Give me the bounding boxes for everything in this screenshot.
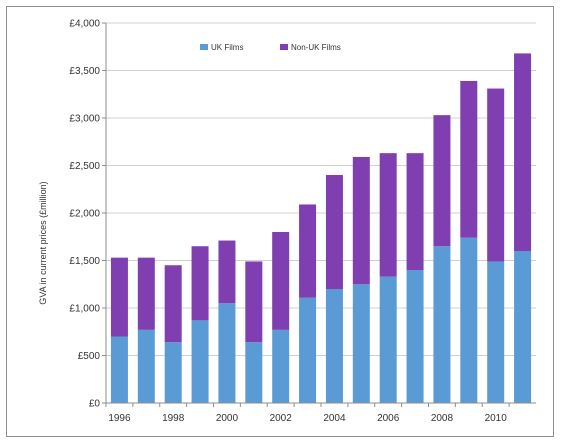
x-tick-label: 2004 <box>323 413 346 424</box>
bar-non-uk-films <box>299 204 317 298</box>
legend: UK Films Non-UK Films <box>200 43 341 52</box>
bar-non-uk-films <box>514 53 532 252</box>
bar-uk-films <box>245 342 263 403</box>
x-tick-label: 2010 <box>485 413 508 424</box>
bar-non-uk-films <box>379 153 397 277</box>
y-tick-label: £1,500 <box>69 256 100 267</box>
bar-non-uk-films <box>406 153 424 270</box>
bar-non-uk-films <box>245 261 263 343</box>
legend-label: UK Films <box>211 43 243 52</box>
x-tick-label: 1998 <box>162 413 185 424</box>
bar-uk-films <box>460 237 478 403</box>
x-tick-label: 2000 <box>216 413 239 424</box>
x-tick-label: 2008 <box>431 413 454 424</box>
x-tick-label: 2002 <box>270 413 293 424</box>
y-tick-label: £2,000 <box>69 209 100 220</box>
x-tick-label: 1996 <box>108 413 131 424</box>
y-tick-label: £1,000 <box>69 304 100 315</box>
y-tick-label: £3,500 <box>69 66 100 77</box>
legend-swatch <box>280 44 288 50</box>
y-tick-label: £500 <box>78 351 101 362</box>
bar-non-uk-films <box>272 232 290 330</box>
bar-non-uk-films <box>137 257 155 330</box>
y-tick-label: £4,000 <box>69 19 100 30</box>
bar-non-uk-films <box>460 80 478 238</box>
bar-uk-films <box>406 270 424 403</box>
bar-non-uk-films <box>325 175 343 289</box>
y-tick-label: £3,000 <box>69 114 100 125</box>
bar-non-uk-films <box>191 246 209 321</box>
bar-uk-films <box>110 336 128 403</box>
bar-uk-films <box>218 303 236 403</box>
y-tick-labels: £0 £500 £1,000 £1,500 £2,000 £2,500 £3,000 £3,5… <box>69 19 100 410</box>
bar-uk-films <box>352 284 370 403</box>
legend-swatch <box>200 44 208 50</box>
bar-uk-films <box>325 289 343 403</box>
bar-uk-films <box>487 261 505 403</box>
bar-non-uk-films <box>164 265 182 343</box>
bar-non-uk-films <box>352 156 370 285</box>
y-tick-label: £2,500 <box>69 161 100 172</box>
bar-non-uk-films <box>218 240 236 304</box>
x-tick-labels: 1996 1998 2000 2002 2004 2006 2008 2010 <box>108 413 507 424</box>
y-tick-label: £0 <box>89 399 101 410</box>
bars <box>110 53 532 403</box>
bar-non-uk-films <box>110 257 128 337</box>
bar-uk-films <box>164 342 182 403</box>
bar-non-uk-films <box>487 88 505 262</box>
x-tick-label: 2006 <box>377 413 400 424</box>
axes <box>102 22 536 407</box>
bar-uk-films <box>433 246 451 403</box>
legend-label: Non-UK Films <box>291 43 341 52</box>
bar-non-uk-films <box>433 115 451 247</box>
bar-uk-films <box>191 320 209 403</box>
bar-uk-films <box>379 276 397 403</box>
y-axis-label: GVA in current prices (£million) <box>38 181 48 304</box>
bar-uk-films <box>514 251 532 403</box>
bar-uk-films <box>272 329 290 403</box>
bar-uk-films <box>299 297 317 403</box>
bar-uk-films <box>137 329 155 403</box>
